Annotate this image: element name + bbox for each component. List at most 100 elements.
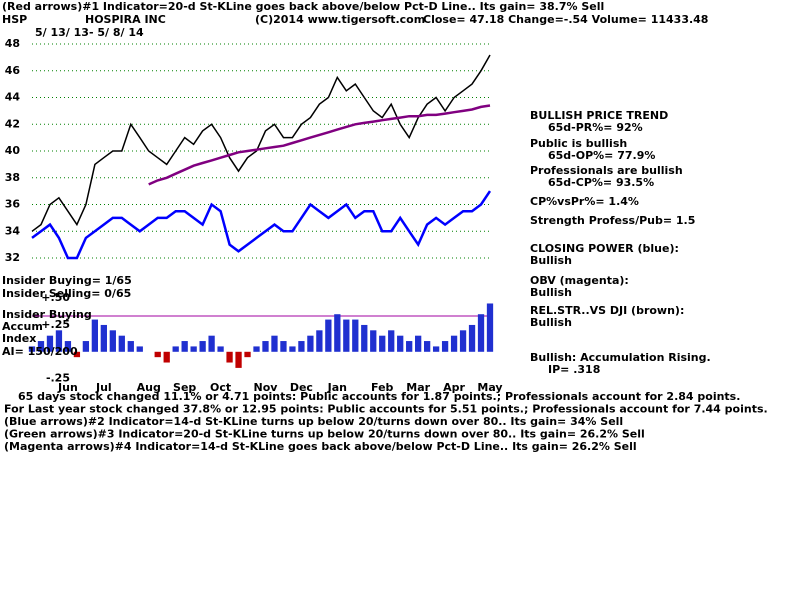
- bar: [100, 324, 107, 352]
- y-tick-label: 32: [5, 251, 20, 264]
- bar: [181, 341, 188, 352]
- side-note: REL.STR..VS DJI (brown):: [530, 304, 684, 317]
- bar: [406, 341, 413, 352]
- x-tick-label: Mar: [406, 381, 430, 394]
- bar: [459, 330, 467, 352]
- bar: [118, 335, 125, 352]
- y-tick-label: 46: [5, 64, 21, 77]
- bar: [423, 341, 431, 352]
- footer-line: 65 days stock changed 11.1% or 4.71 poin…: [18, 390, 740, 403]
- price-line: [31, 54, 491, 232]
- y-tick-label: 36: [5, 198, 21, 211]
- bar: [199, 341, 206, 352]
- bar: [441, 341, 449, 352]
- bar: [343, 319, 350, 352]
- bar: [46, 335, 54, 352]
- side-note: 65d-OP%= 77.9%: [548, 149, 655, 162]
- side-note: OBV (magenta):: [530, 274, 629, 287]
- bar: [486, 303, 494, 352]
- bar: [432, 346, 440, 352]
- bar: [64, 341, 72, 352]
- side-note: Strength Profess/Pub= 1.5: [530, 214, 695, 227]
- bar: [397, 335, 404, 352]
- bar: [127, 341, 134, 352]
- bar: [28, 346, 36, 352]
- y-tick-label: +.50: [41, 291, 70, 304]
- y-tick-label: 40: [5, 144, 21, 157]
- bar: [271, 335, 278, 352]
- bar: [91, 319, 99, 352]
- bar: [307, 335, 314, 352]
- x-tick-label: Aug: [137, 381, 161, 394]
- panel-note: AI= 150/200: [2, 345, 78, 358]
- side-note: Professionals are bullish: [530, 164, 683, 177]
- x-tick-label: Oct: [210, 381, 231, 394]
- date-range: 5/ 13/ 13- 5/ 8/ 14: [35, 26, 144, 39]
- y-tick-label: 34: [5, 224, 21, 237]
- side-note: BULLISH PRICE TREND: [530, 109, 668, 122]
- ticker: HSP: [2, 13, 27, 26]
- indicator-note: (Red arrows)#1 Indicator=20-d St-KLine g…: [2, 0, 604, 13]
- x-tick-label: Sep: [173, 381, 196, 394]
- bar: [415, 335, 422, 352]
- bar: [477, 314, 485, 352]
- bar: [325, 319, 332, 352]
- source: (C)2014 www.tigersoft.com: [255, 13, 425, 26]
- footer-line: For Last year stock changed 37.8% or 12.…: [4, 403, 768, 416]
- panel-note: Accum: [2, 320, 43, 333]
- bar: [136, 346, 143, 352]
- bar: [361, 324, 368, 352]
- price-line: [148, 104, 491, 186]
- x-tick-label: Jun: [57, 381, 78, 394]
- y-tick-label: +.25: [41, 318, 70, 331]
- side-note: Bullish: [530, 254, 572, 267]
- bar: [235, 351, 242, 368]
- panel-note: Insider Buying: [2, 308, 92, 321]
- x-tick-label: Jan: [327, 381, 347, 394]
- quote: Close= 47.18 Change=-.54 Volume= 11433.4…: [423, 13, 708, 26]
- bar: [190, 346, 197, 352]
- x-tick-label: Nov: [254, 381, 279, 394]
- footer-line: (Green arrows)#3 Indicator=20-d St-KLine…: [4, 428, 645, 441]
- panel-note: Insider Selling= 0/65: [2, 287, 131, 300]
- bar: [388, 330, 395, 352]
- bar: [379, 335, 386, 352]
- bar: [244, 351, 251, 358]
- y-tick-label: 38: [5, 171, 20, 184]
- x-tick-label: Apr: [443, 381, 465, 394]
- bar: [73, 351, 81, 358]
- side-note: Bullish: [530, 286, 572, 299]
- panel-note: Index: [2, 332, 36, 345]
- bar: [154, 351, 161, 358]
- bar: [172, 346, 179, 352]
- side-note: CLOSING POWER (blue):: [530, 242, 679, 255]
- side-note: Bullish: [530, 316, 572, 329]
- panel-note: Insider Buying= 1/65: [2, 274, 132, 287]
- bar: [226, 351, 233, 363]
- price-line: [31, 190, 492, 260]
- bar: [262, 341, 269, 352]
- bar: [55, 330, 63, 352]
- bar: [468, 324, 476, 352]
- bar: [289, 346, 296, 352]
- side-note: CP%vsPr%= 1.4%: [530, 195, 639, 208]
- bar: [298, 341, 305, 352]
- y-tick-label: -.25: [46, 372, 70, 385]
- x-tick-label: Dec: [290, 381, 313, 394]
- side-note: Public is bullish: [530, 137, 627, 150]
- footer-line: (Magenta arrows)#4 Indicator=14-d St-KLi…: [4, 440, 637, 453]
- bar: [450, 335, 458, 352]
- bar: [253, 346, 260, 352]
- bar: [163, 351, 170, 363]
- bar: [334, 314, 341, 352]
- x-tick-label: Feb: [371, 381, 394, 394]
- footer-line: (Blue arrows)#2 Indicator=14-d St-KLine …: [4, 415, 623, 428]
- company: HOSPIRA INC: [85, 13, 166, 26]
- side-note: 65d-PR%= 92%: [548, 121, 643, 134]
- bar: [370, 330, 377, 352]
- y-tick-label: 48: [5, 37, 20, 50]
- side-note: 65d-CP%= 93.5%: [548, 176, 654, 189]
- bar: [352, 319, 359, 352]
